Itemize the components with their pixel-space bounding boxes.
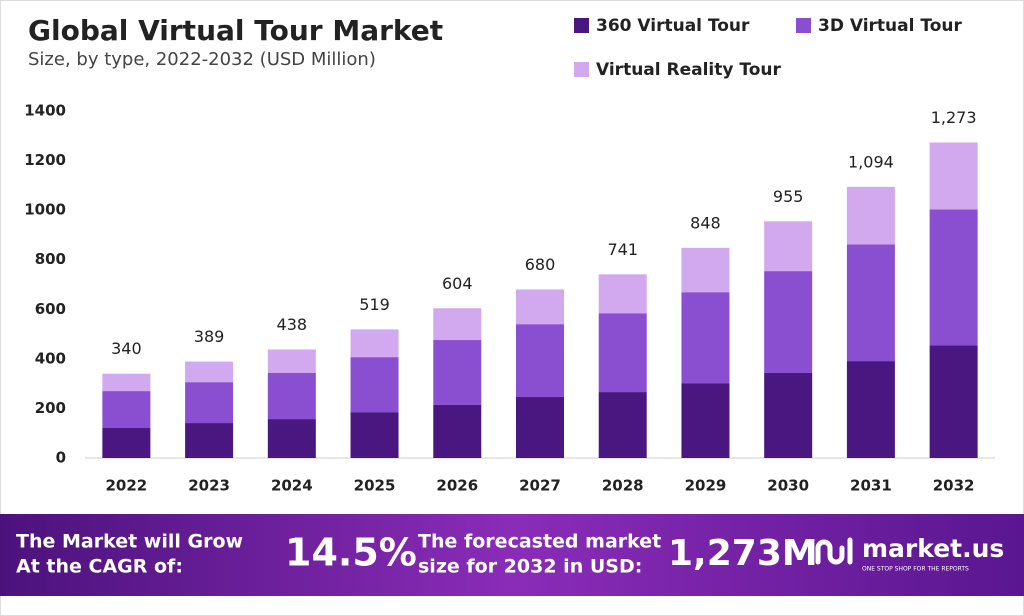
bar-segment [185,423,234,458]
bar-segment [102,373,151,392]
legend-swatch [574,18,589,33]
legend-label: 3D Virtual Tour [818,16,962,36]
y-tick-label: 600 [35,300,66,318]
bar-segment [598,392,647,458]
bar-segment [350,357,399,413]
total-label: 389 [194,327,225,346]
y-tick-label: 800 [35,250,66,268]
bar-segment [764,221,813,272]
cagr-text: At the CAGR of: [16,556,183,578]
total-label: 1,094 [848,152,894,171]
bar-segment [516,397,564,458]
x-tick-label: 2030 [767,477,809,495]
bar-segment [598,274,647,314]
bar-segment [102,391,151,429]
total-label: 955 [773,187,804,206]
legend-swatch [796,18,811,33]
bar-segment [929,345,978,458]
bar-segment [929,142,978,210]
brand-tagline: ONE STOP SHOP FOR THE REPORTS [862,566,969,573]
bar-segment [598,313,647,393]
brand: market.us [862,534,1004,563]
chart-subtitle: Size, by type, 2022-2032 (USD Million) [28,49,376,70]
bar-segment [433,340,482,405]
bar-segment [185,382,234,424]
y-tick-label: 1200 [24,151,66,169]
bar-segment [681,383,730,458]
bar-segment [516,289,564,325]
total-label: 340 [111,339,142,358]
bar-segment [764,271,813,373]
y-tick-label: 0 [56,449,66,467]
bar-segment [185,361,234,383]
forecast-text: The forecasted market [418,531,661,553]
x-tick-label: 2026 [436,477,478,495]
bar-segment [764,372,813,458]
legend-label: Virtual Reality Tour [596,60,782,80]
bar-segment [433,404,482,458]
bar-segment [433,308,482,341]
forecast-text: size for 2032 in USD: [418,556,642,578]
y-tick-label: 200 [35,399,66,417]
x-tick-label: 2029 [685,477,727,495]
bar-segment [681,247,730,293]
bar-segment [350,329,399,358]
bar-segment [102,428,151,458]
y-tick-label: 1400 [24,102,66,120]
forecast-value: 1,273M [668,533,818,574]
bar-segment [267,349,316,373]
total-label: 438 [277,315,308,334]
brand-logo [815,537,853,565]
bar-segment [267,372,316,420]
total-label: 741 [607,240,638,259]
cagr-text: The Market will Grow [16,531,243,553]
y-tick-label: 1000 [24,201,66,219]
bar-segment [846,361,895,458]
legend-swatch [574,62,589,77]
bar-segment [267,419,316,458]
footer: The Market will Grow At the CAGR of: 14.… [0,514,1024,596]
x-tick-label: 2023 [188,477,230,495]
legend-label: 360 Virtual Tour [596,16,750,36]
total-label: 519 [359,295,390,314]
bar-segment [929,209,978,346]
bar-segment [681,292,730,384]
x-tick-label: 2027 [519,477,561,495]
total-label: 848 [690,213,721,232]
bar-segment [846,244,895,362]
footer-band [0,514,1024,596]
x-tick-label: 2024 [271,477,313,495]
bar-segment [516,324,564,398]
y-tick-label: 400 [35,349,66,367]
x-tick-label: 2032 [933,477,975,495]
bar-segment [846,186,895,245]
chart-title: Global Virtual Tour Market [28,14,443,47]
x-tick-label: 2022 [105,477,147,495]
cagr-value: 14.5% [285,531,417,575]
total-label: 680 [525,255,556,274]
x-tick-label: 2025 [354,477,396,495]
total-label: 1,273 [931,108,977,127]
bar-segment [350,412,399,458]
total-label: 604 [442,274,473,293]
x-tick-label: 2031 [850,477,892,495]
x-tick-label: 2028 [602,477,644,495]
